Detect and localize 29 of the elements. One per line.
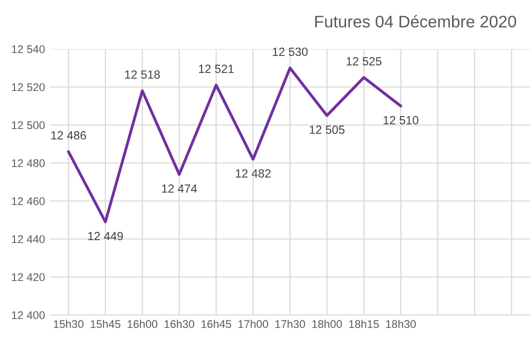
data-label: 12 486 [51,131,86,140]
x-tick-label: 18h15 [349,320,379,328]
chart-title: Futures 04 Décembre 2020 [315,15,516,28]
data-label: 12 449 [88,232,123,240]
x-tick-label: 15h30 [54,320,84,328]
y-tick-label: 12 440 [12,235,45,244]
x-tick-label: 17h00 [238,320,268,328]
y-tick-label: 12 460 [12,197,45,206]
data-label: 12 482 [236,169,271,178]
y-tick-label: 12 400 [12,311,45,320]
data-label: 12 474 [162,184,197,193]
y-tick-label: 12 500 [12,121,45,130]
data-label: 12 505 [310,126,344,134]
y-tick-label: 12 480 [12,159,45,168]
data-label: 12 530 [272,48,308,56]
data-label: 12 525 [346,57,382,66]
x-tick-label: 18h00 [312,320,342,328]
data-label: 12 510 [384,116,418,124]
y-tick-label: 12 420 [12,273,45,282]
x-tick-label: 18h30 [386,320,416,328]
data-label: 12 518 [125,70,160,79]
x-tick-label: 16h00 [128,320,158,328]
x-tick-label: 16h30 [164,320,194,328]
data-label: 12 521 [199,64,234,74]
x-tick-label: 17h30 [275,320,306,328]
y-tick-label: 12 540 [12,45,45,54]
y-tick-label: 12 520 [12,83,45,92]
x-tick-label: 16h45 [202,320,232,328]
x-tick-label: 15h45 [90,320,120,328]
